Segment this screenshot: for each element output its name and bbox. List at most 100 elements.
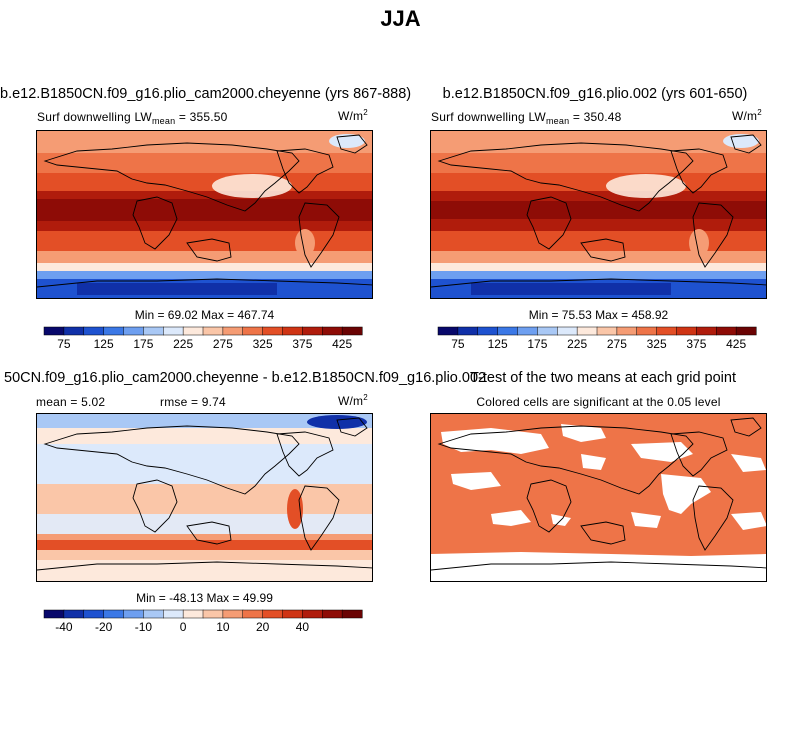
panel3-colorbar-swatch — [103, 609, 125, 619]
panel3-colorbar-swatch — [163, 609, 184, 619]
panel1-southern-mid — [37, 251, 372, 263]
panel4-map — [430, 413, 767, 582]
panel1-colorbar-tick-label: 175 — [133, 337, 153, 351]
panel3-coastlines — [37, 417, 372, 571]
panel3-colorbar-swatch — [341, 609, 363, 619]
panel2-colorbar-swatch — [656, 326, 678, 336]
panel3-colorbar-tick-label: -10 — [135, 620, 153, 634]
panel2-greenland-cold — [723, 134, 759, 148]
panel3-map-svg — [37, 414, 372, 581]
panel1-colorbar-swatch — [163, 326, 184, 336]
panel3-colorbar-tick-label: -40 — [55, 620, 73, 634]
panel2-colorbar-tick-label: 225 — [567, 337, 587, 351]
panel1-colorbar-tick-label: 75 — [57, 337, 71, 351]
panel1-colorbar-tick-label: 125 — [94, 337, 114, 351]
panel3-tropics — [37, 484, 372, 514]
panel2-colorbar-tick-label: 75 — [451, 337, 465, 351]
panel1-colorbar-swatch — [143, 326, 164, 336]
panel1-colorbar-swatch — [322, 326, 343, 336]
panel2-colorbar-swatch — [557, 326, 578, 336]
panel1-colorbar-swatch — [123, 326, 144, 336]
panel1-var-sub: mean — [151, 116, 176, 126]
panel1-colorbar-swatch — [282, 326, 303, 336]
panel3-colorbar-swatch — [123, 609, 144, 619]
panel1-antarctic-interior — [77, 283, 277, 295]
panel1-subtropical-south — [37, 231, 372, 251]
panel1-colorbar-labels: 75 125 175 225 275 325 375 425 — [57, 337, 352, 351]
panel1-min-max: Min = 69.02 Max = 467.74 — [134, 308, 275, 322]
figure-title: JJA — [380, 6, 421, 31]
panel2-title: b.e12.B1850CN.f09_g16.plio.002 (yrs 601-… — [442, 86, 748, 102]
panel2-colorbar-swatch — [596, 326, 618, 336]
panel4-map-svg — [431, 414, 766, 581]
panel3-south-subtropics — [37, 514, 372, 534]
panel2-map-svg — [431, 131, 766, 298]
panel2-units-base: W/m — [732, 109, 758, 123]
panel1-colorbar-swatch — [83, 326, 105, 336]
panel3-colorbar-swatch — [143, 609, 164, 619]
panel3-colorbar-swatch — [83, 609, 105, 619]
panel3-units-sup: 2 — [363, 393, 368, 402]
panel4-subtitle: Colored cells are significant at the 0.0… — [476, 395, 721, 409]
panel3-colorbar-swatch — [302, 609, 323, 619]
panel2-coastlines — [431, 134, 766, 288]
panel1-warm-pool — [37, 199, 372, 221]
panel2-antarctic-edge — [431, 271, 766, 279]
panel2-colorbar-swatch — [517, 326, 538, 336]
panel3-colorbar-swatch — [182, 609, 204, 619]
panel2-units-sup: 2 — [757, 108, 762, 117]
panel2-var-name: Surf downwelling LW — [431, 110, 546, 124]
panel3-colorbar-swatch — [282, 609, 303, 619]
panel3-colorbar-swatch — [63, 609, 85, 619]
panel2-colorbar-tick-label: 425 — [726, 337, 746, 351]
panel1-southern-ocean — [37, 263, 372, 271]
panel2-midlat-band — [431, 173, 766, 191]
panel2-southern-ocean — [431, 263, 766, 271]
panel2-colorbar-tick-label: 275 — [607, 337, 627, 351]
panel3-arctic-band — [37, 414, 372, 428]
panel1-colorbar-tick-label: 325 — [253, 337, 273, 351]
panel2-colorbar-swatch — [437, 326, 459, 336]
panel1-units-sup: 2 — [363, 108, 368, 117]
panel2-colorbar-tick-label: 325 — [647, 337, 667, 351]
panel3-southern-fade — [37, 550, 372, 560]
panel3-colorbar-tick-label: 20 — [256, 620, 270, 634]
panel1-title: b.e12.B1850CN.f09_g16.plio_cam2000.cheye… — [0, 86, 412, 102]
panel2-colorbar-tick-label: 375 — [686, 337, 706, 351]
panel1-units-base: W/m — [338, 109, 364, 123]
panel1-antarctic-edge — [37, 271, 372, 279]
panel1-coastlines — [37, 134, 372, 288]
panel3-colorbar-swatch — [242, 609, 264, 619]
panel3-colorbar-swatch — [202, 609, 224, 619]
panel2-colorbar-tick-label: 175 — [527, 337, 547, 351]
panel1-mean-value: = 355.50 — [178, 110, 228, 124]
panel1-colorbar-swatch — [262, 326, 284, 336]
panel1-colorbar-swatch — [242, 326, 264, 336]
panel1-colorbar-swatch — [302, 326, 323, 336]
panel2-colorbar-swatch — [735, 326, 757, 336]
panel4-nonsignificant-cells — [431, 424, 766, 581]
panel3-units-base: W/m — [338, 394, 364, 408]
panel2-warm-pool — [431, 201, 766, 219]
panel1-variable-label: Surf downwelling LWmean = 355.50 — [37, 110, 228, 126]
panel3-colorbar-labels: -40 -20 -10 0 10 20 40 — [55, 620, 309, 634]
panel4-coastlines — [431, 417, 766, 571]
panel2-units: W/m2 — [732, 108, 762, 123]
panel1-colorbar-swatch — [63, 326, 85, 336]
panel1-colorbar: 75 125 175 225 275 325 375 425 — [43, 326, 363, 351]
panel1-var-name: Surf downwelling LW — [37, 110, 152, 124]
panel2-southern-mid — [431, 251, 766, 263]
panel3-antarctic — [37, 560, 372, 581]
panel2-andes — [689, 229, 709, 257]
panel3-colorbar-swatch — [262, 609, 284, 619]
panel2-map — [430, 130, 767, 299]
panel3-arctic-cold-spot — [307, 415, 367, 429]
panel1-tibet-cold — [212, 174, 292, 198]
panel2-colorbar-labels: 75 125 175 225 275 325 375 425 — [451, 337, 746, 351]
panel1-andes — [295, 229, 315, 257]
panel3-colorbar-tick-label: 10 — [216, 620, 230, 634]
panel2-colorbar-swatch — [537, 326, 558, 336]
panel2-subtropical-south — [431, 231, 766, 251]
panel2-variable-label: Surf downwelling LWmean = 350.48 — [431, 110, 622, 126]
panel2-colorbar-tick-label: 125 — [488, 337, 508, 351]
